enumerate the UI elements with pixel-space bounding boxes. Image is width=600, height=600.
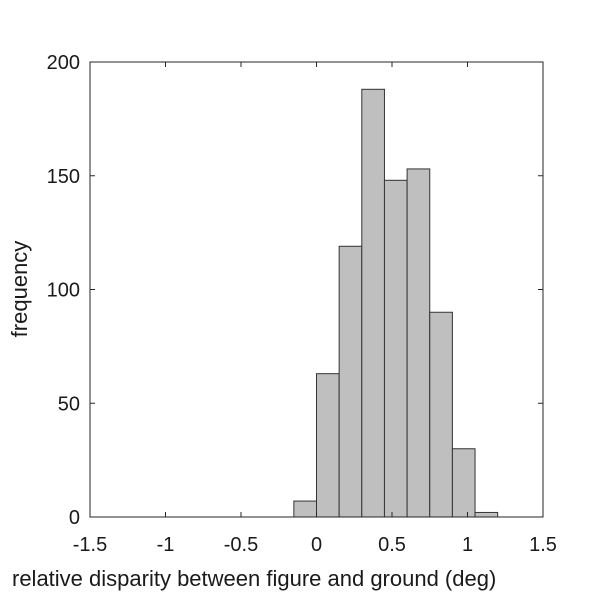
x-tick-label-6: 1.5 — [529, 534, 557, 556]
histogram-bar-5 — [406, 168, 431, 518]
histogram-bar-7 — [451, 448, 476, 518]
histogram-bar-2 — [338, 245, 363, 518]
y-tick-label-0: 0 — [69, 507, 80, 529]
histogram-bar-4 — [383, 179, 408, 518]
y-tick-label-1: 50 — [58, 393, 80, 415]
x-tick-label-0: -1.5 — [73, 534, 107, 556]
x-tick-label-1: -1 — [157, 534, 175, 556]
x-tick-label-4: 0.5 — [378, 534, 406, 556]
y-tick-label-4: 200 — [47, 52, 80, 74]
histogram-bar-3 — [361, 88, 385, 518]
histogram-bar-0 — [293, 500, 318, 518]
histogram-bar-6 — [429, 311, 453, 518]
x-axis-label: relative disparity between figure and gr… — [12, 566, 496, 591]
axis-tick-labels: -1.5 -1 -0.5 0 0.5 1 1.5 0 50 100 150 200 — [47, 52, 557, 556]
histogram-bar-1 — [316, 373, 340, 518]
x-tick-label-5: 1 — [462, 534, 473, 556]
x-tick-label-2: -0.5 — [224, 534, 258, 556]
x-tick-label-3: 0 — [311, 534, 322, 556]
y-axis-label: frequency — [7, 241, 32, 338]
y-tick-label-3: 150 — [47, 166, 80, 188]
y-tick-label-2: 100 — [47, 280, 80, 302]
histogram-bars — [293, 88, 499, 518]
histogram-bar-8 — [474, 511, 499, 518]
axis-ticks — [89, 61, 544, 518]
